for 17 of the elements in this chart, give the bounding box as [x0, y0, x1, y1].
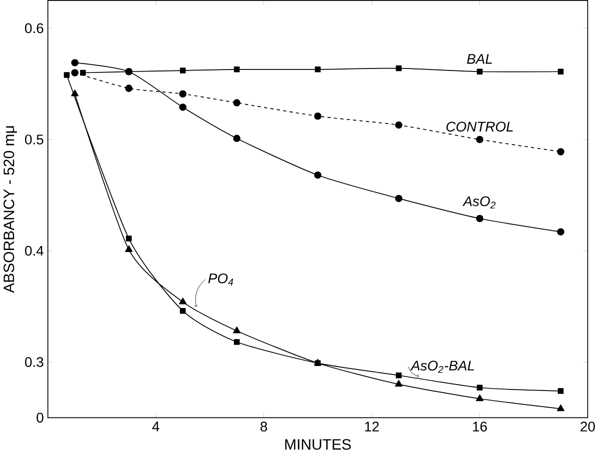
y-tick-label: 0 [36, 412, 44, 422]
series-label: BAL [466, 54, 492, 64]
series-label: CONTROL [446, 122, 513, 132]
y-axis-title: ABSORBANCY - 520 mμ [4, 126, 17, 293]
y-tick-label: 0.3 [25, 356, 44, 367]
x-tick-label: 12 [365, 422, 379, 432]
x-tick-label: 4 [152, 422, 160, 432]
series-label: AsO$_{2}$-BAL [410, 360, 474, 373]
x-tick-label: 20 [580, 422, 595, 432]
y-tick-label: 0.4 [25, 246, 44, 256]
series-label: AsO$_{2}$ [462, 196, 496, 208]
y-tick-label: 0.6 [25, 23, 44, 34]
y-tick-label: 0.5 [25, 134, 44, 144]
x-tick-label: 8 [260, 422, 268, 432]
series-label: PO$_{4}$ [208, 273, 234, 286]
x-axis-title: MINUTES [285, 438, 351, 450]
x-tick-label: 16 [473, 422, 487, 432]
